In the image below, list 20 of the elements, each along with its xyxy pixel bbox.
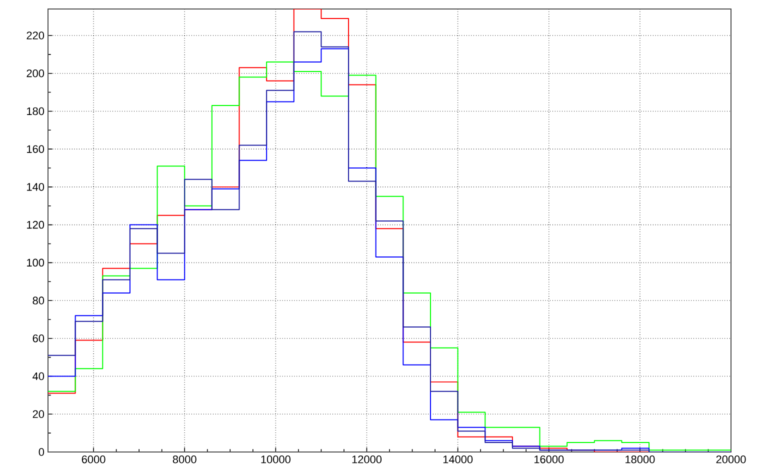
y-tick-label: 200 [26,69,44,78]
y-tick-label: 20 [32,410,44,418]
y-tick-label: 40 [32,372,44,380]
y-tick-label: 160 [27,145,44,153]
x-tick-label: 16000 [534,456,564,464]
x-tick-label: 20000 [716,456,746,464]
x-tick-label: 18000 [626,456,655,464]
x-tick-label: 14000 [443,456,473,464]
y-tick-label: 100 [27,258,44,267]
y-tick-label: 140 [27,183,44,191]
y-tick-label: 220 [26,32,44,40]
x-tick-label: 8000 [172,456,196,464]
y-tick-label: 0 [38,448,44,456]
x-tick-label: 10000 [261,456,290,464]
x-tick-label: 6000 [82,456,106,464]
x-tick-label: 12000 [352,456,382,464]
y-tick-label: 180 [27,107,44,116]
y-tick-label: 120 [27,220,44,229]
y-tick-label: 80 [32,296,44,304]
y-tick-label: 60 [32,334,44,342]
